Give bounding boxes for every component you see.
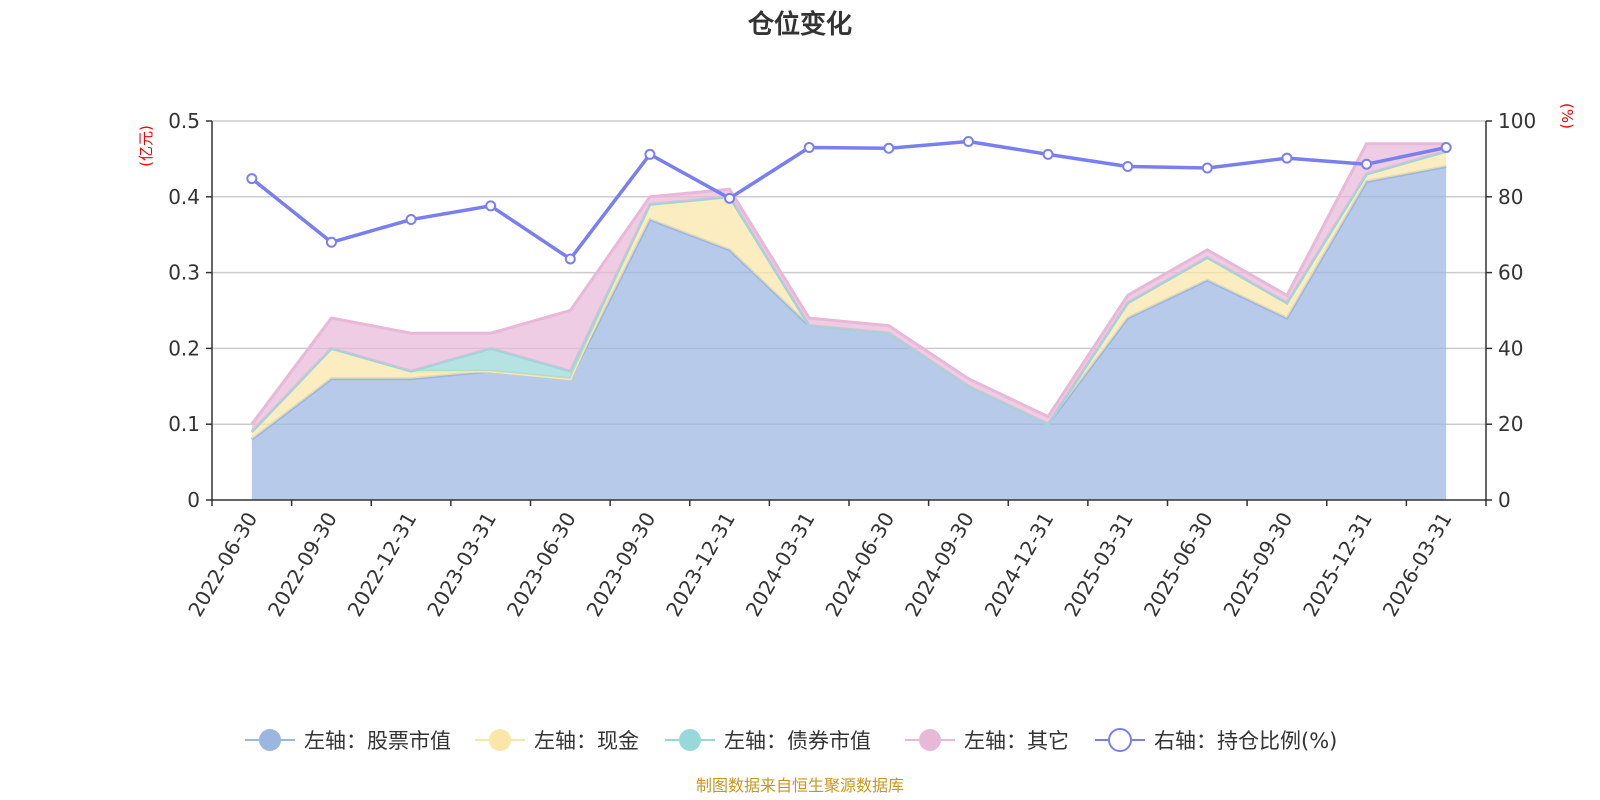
ratio-point bbox=[1201, 162, 1213, 174]
x-axis-label: 2025-06-30 bbox=[1139, 508, 1218, 621]
ratio-point bbox=[1281, 152, 1293, 164]
right-axis-tick-label: 0 bbox=[1498, 488, 1511, 512]
legend-label: 左轴：债券市值 bbox=[724, 729, 871, 753]
legend-item: 右轴：持仓比例(%) bbox=[1095, 728, 1337, 753]
ratio-point bbox=[325, 236, 337, 248]
chart-title: 仓位变化 bbox=[747, 9, 852, 40]
ratio-point bbox=[246, 173, 258, 185]
right-axis-tick-label: 60 bbox=[1498, 261, 1523, 285]
x-axis-label: 2022-06-30 bbox=[183, 508, 262, 621]
ratio-line bbox=[246, 135, 1452, 265]
x-axis-label: 2023-03-31 bbox=[422, 508, 501, 621]
legend-label: 左轴：股票市值 bbox=[304, 729, 451, 753]
legend-marker bbox=[259, 729, 281, 751]
x-axis-label: 2024-03-31 bbox=[741, 508, 820, 621]
ratio-point bbox=[803, 142, 815, 154]
x-axis-label: 2023-09-30 bbox=[581, 508, 660, 621]
legend-marker bbox=[1108, 728, 1132, 752]
x-axis-label: 2023-06-30 bbox=[502, 508, 581, 621]
left-axis-tick-label: 0 bbox=[187, 488, 200, 512]
stacked-areas bbox=[250, 142, 1447, 501]
ratio-point bbox=[724, 192, 736, 204]
x-axis-label: 2022-09-30 bbox=[263, 508, 342, 621]
legend-marker bbox=[489, 729, 511, 751]
legend-item: 左轴：债券市值 bbox=[665, 729, 871, 753]
ratio-point bbox=[1440, 142, 1452, 154]
right-axis-unit: (%) bbox=[1558, 103, 1576, 129]
ratio-point bbox=[883, 142, 895, 154]
right-axis-tick-label: 20 bbox=[1498, 412, 1523, 436]
x-axis-label: 2024-09-30 bbox=[900, 508, 979, 621]
right-axis-tick-label: 100 bbox=[1498, 109, 1536, 133]
left-axis-tick-label: 0.5 bbox=[168, 109, 200, 133]
legend-label: 左轴：现金 bbox=[534, 729, 639, 753]
legend-item: 左轴：现金 bbox=[475, 729, 639, 753]
area-左轴：股票市值 bbox=[251, 166, 1447, 501]
left-axis-tick-label: 0.1 bbox=[168, 412, 200, 436]
legend: 左轴：股票市值 左轴：现金 左轴：债券市值 左轴：其它 右轴：持仓比例(%) bbox=[245, 728, 1337, 753]
ratio-point bbox=[405, 214, 417, 226]
legend-item: 左轴：股票市值 bbox=[245, 729, 451, 753]
ratio-point bbox=[1122, 160, 1134, 172]
legend-label: 右轴：持仓比例(%) bbox=[1154, 729, 1337, 753]
x-axis-label: 2025-03-31 bbox=[1059, 508, 1138, 621]
left-axis-tick-label: 0.4 bbox=[168, 185, 200, 209]
ratio-point bbox=[1361, 158, 1373, 170]
ratio-point bbox=[485, 200, 497, 212]
x-axis-label: 2026-03-31 bbox=[1378, 508, 1457, 621]
right-axis-tick-label: 80 bbox=[1498, 185, 1523, 209]
legend-label: 左轴：其它 bbox=[964, 729, 1069, 753]
left-axis-tick-label: 0.2 bbox=[168, 336, 200, 360]
ratio-point bbox=[564, 253, 576, 265]
x-axis-label: 2022-12-31 bbox=[343, 508, 422, 621]
x-axis-label: 2024-06-30 bbox=[820, 508, 899, 621]
data-source-note: 制图数据来自恒生聚源数据库 bbox=[696, 776, 904, 795]
area-左轴：其它 bbox=[251, 143, 1447, 432]
x-axis-label: 2025-09-30 bbox=[1218, 508, 1297, 621]
x-axis-label: 2024-12-31 bbox=[980, 508, 1059, 621]
area-edge-左轴：其它 bbox=[250, 142, 1447, 426]
legend-item: 左轴：其它 bbox=[905, 729, 1069, 753]
ratio-point bbox=[644, 148, 656, 160]
ratio-line-path bbox=[250, 139, 1447, 261]
legend-marker bbox=[679, 729, 701, 751]
x-axis-label: 2023-12-31 bbox=[661, 508, 740, 621]
x-axis-label: 2025-12-31 bbox=[1298, 508, 1377, 621]
ratio-point bbox=[1042, 148, 1054, 160]
left-axis-unit: (亿元) bbox=[137, 125, 155, 167]
ratio-point bbox=[962, 135, 974, 147]
right-axis-tick-label: 40 bbox=[1498, 336, 1523, 360]
left-axis-tick-label: 0.3 bbox=[168, 261, 200, 285]
legend-marker bbox=[919, 729, 941, 751]
